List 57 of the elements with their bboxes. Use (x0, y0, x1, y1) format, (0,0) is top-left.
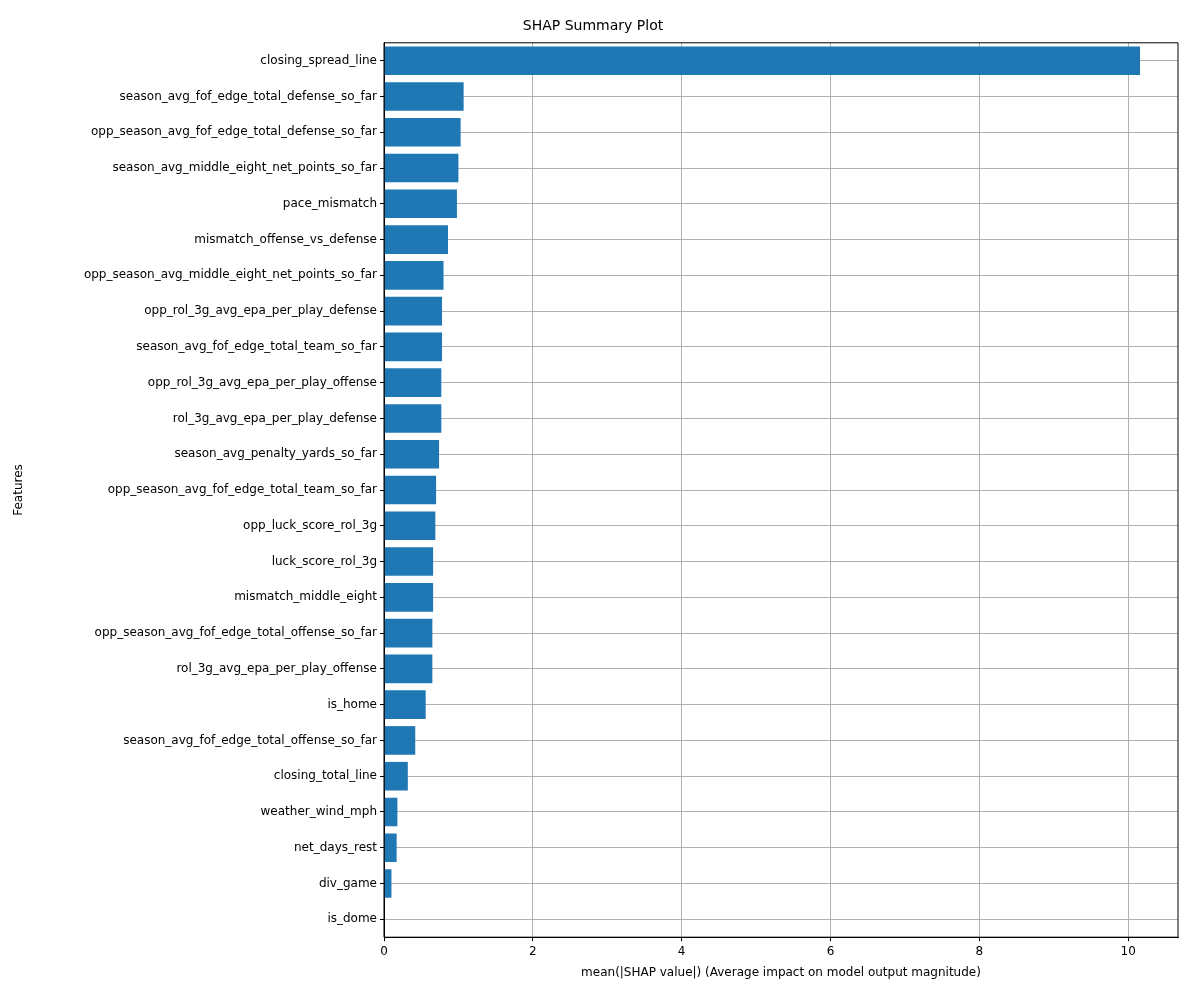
y-tick-label: closing_total_line (273, 768, 377, 783)
bar (384, 189, 457, 219)
y-tick-label: opp_rol_3g_avg_epa_per_play_defense (144, 303, 377, 318)
y-tick-label: luck_score_rol_3g (271, 553, 377, 568)
y-tick-label: is_home (327, 696, 377, 711)
y-tick-label: weather_wind_mph (260, 804, 377, 819)
bar (384, 368, 442, 397)
y-tick-label: is_dome (327, 911, 377, 926)
bar (384, 153, 459, 183)
bar (384, 117, 461, 147)
bar (384, 726, 416, 755)
y-tick-label: season_avg_fof_edge_total_defense_so_far (119, 88, 378, 103)
bar (384, 439, 440, 469)
x-tick-label: 6 (826, 943, 835, 958)
bar (384, 46, 1141, 75)
y-tick-label: opp_season_avg_fof_edge_total_offense_so_far (94, 625, 378, 640)
bar (384, 475, 437, 505)
bar (384, 761, 408, 791)
x-tick-label: 4 (677, 943, 686, 958)
y-tick-label: mismatch_middle_eight (234, 589, 378, 604)
x-tick-label: 0 (380, 943, 388, 958)
bar (384, 583, 434, 612)
x-tick-label: 10 (1120, 943, 1136, 958)
bar (384, 296, 443, 326)
y-tick-label: opp_rol_3g_avg_epa_per_play_offense (147, 374, 377, 389)
y-tick-label: season_avg_fof_edge_total_team_so_far (136, 339, 378, 354)
x-tick-label: 8 (975, 943, 984, 958)
bar (384, 547, 434, 576)
y-tick-label: season_avg_middle_eight_net_points_so_far (112, 160, 378, 175)
x-axis-title: mean(|SHAP value|) (Average impact on model output magnitude) (581, 964, 981, 979)
bar (384, 797, 398, 827)
bar (384, 404, 442, 433)
bar (384, 332, 443, 362)
bar (384, 833, 397, 863)
y-tick-label: opp_luck_score_rol_3g (243, 517, 377, 532)
x-tick-label: 2 (529, 943, 537, 958)
y-tick-label: season_avg_fof_edge_total_offense_so_far (123, 732, 378, 747)
y-tick-label: closing_spread_line (260, 52, 377, 67)
y-tick-label: mismatch_offense_vs_defense (194, 231, 377, 246)
y-tick-label: opp_season_avg_middle_eight_net_points_so_far (83, 267, 378, 282)
bar (384, 690, 426, 719)
y-tick-label: net_days_rest (293, 839, 378, 854)
bar (384, 511, 436, 541)
bar (384, 261, 444, 290)
bar (384, 618, 433, 648)
chart-title: SHAP Summary Plot (522, 17, 664, 34)
y-tick-label: pace_mismatch (282, 195, 377, 210)
bar (384, 225, 448, 254)
bar (384, 654, 433, 684)
y-axis-title: Features (11, 464, 26, 516)
bar (384, 82, 464, 111)
y-tick-label: rol_3g_avg_epa_per_play_defense (172, 410, 377, 425)
y-tick-label: div_game (318, 875, 377, 890)
y-tick-label: opp_season_avg_fof_edge_total_defense_so_far (90, 124, 378, 139)
y-tick-label: rol_3g_avg_epa_per_play_offense (176, 661, 377, 676)
y-tick-label: season_avg_penalty_yards_so_far (174, 446, 378, 461)
y-tick-label: opp_season_avg_fof_edge_total_team_so_far (107, 482, 378, 497)
